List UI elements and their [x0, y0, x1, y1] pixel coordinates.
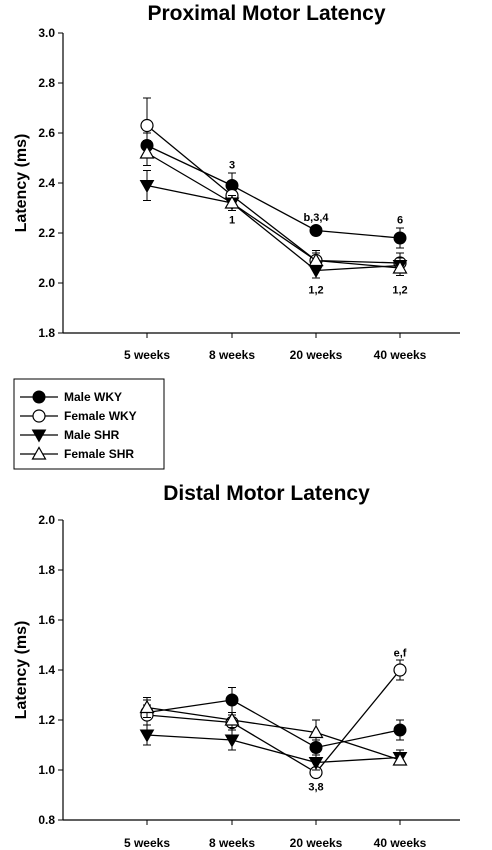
y-tick-label: 1.0: [38, 763, 55, 777]
data-point: [139, 145, 155, 159]
data-point: [393, 723, 407, 737]
y-tick-label: 1.8: [38, 563, 55, 577]
legend-marker: [32, 409, 46, 423]
data-point: [139, 699, 155, 714]
legend-marker: [31, 446, 47, 460]
legend-label: Female WKY: [64, 409, 137, 423]
y-tick-label: 3.0: [38, 26, 55, 40]
y-axis-label: Latency (ms): [13, 621, 30, 720]
x-tick-label: 20 weeks: [290, 348, 343, 362]
chart-title: Distal Motor Latency: [163, 482, 370, 505]
y-tick-label: 2.2: [38, 226, 55, 240]
data-point: [309, 224, 323, 237]
series-line: [146, 184, 401, 272]
y-tick-label: 1.8: [38, 326, 55, 340]
data-point: [140, 118, 154, 133]
y-tick-label: 2.8: [38, 76, 55, 90]
data-point: [225, 693, 239, 707]
series-female-wky: [140, 97, 407, 274]
annotation: 1,2: [308, 284, 323, 296]
y-tick-label: 2.6: [38, 126, 55, 140]
series-line: [146, 706, 401, 761]
data-point: [139, 729, 155, 743]
data-point: [308, 757, 324, 771]
data-point: [139, 180, 155, 194]
series-male-wky: [140, 687, 407, 756]
annotation: 1: [229, 214, 235, 226]
legend: Male WKY Female WKY Male SHR Female SHR: [13, 378, 165, 470]
x-tick-label: 40 weeks: [374, 348, 427, 362]
legend-marker: [32, 390, 46, 404]
data-point: [224, 712, 240, 726]
data-point: [392, 260, 408, 274]
y-tick-label: 0.8: [38, 813, 55, 827]
series-line: [146, 152, 401, 269]
annotation: 1,2: [392, 284, 407, 296]
y-axis-label: Latency (ms): [13, 134, 30, 233]
x-tick-label: 8 weeks: [209, 348, 255, 362]
series-female-shr: [139, 697, 408, 766]
y-tick-label: 2.4: [38, 176, 55, 190]
distal-latency-chart: Distal Motor Latency Latency (ms) 0.8 1.0 1.…: [13, 482, 460, 850]
chart-title: Proximal Motor Latency: [147, 2, 385, 25]
legend-label: Male SHR: [64, 428, 120, 442]
annotation: 6: [397, 214, 403, 226]
data-point: [224, 195, 240, 209]
annotation: e,f: [394, 648, 407, 660]
x-tick-label: 40 weeks: [374, 836, 427, 850]
x-tick-label: 8 weeks: [209, 836, 255, 850]
series-line: [146, 144, 401, 239]
series-female-wky: [140, 659, 407, 780]
y-tick-label: 1.6: [38, 613, 55, 627]
series-female-shr: [139, 140, 408, 276]
y-tick-label: 1.4: [38, 663, 55, 677]
x-tick-label: 5 weeks: [124, 836, 170, 850]
annotation: 3: [229, 159, 235, 171]
data-point: [308, 724, 324, 739]
y-tick-label: 1.2: [38, 713, 55, 727]
legend-label: Female SHR: [64, 447, 134, 461]
data-point: [393, 663, 407, 677]
y-tick-label: 2.0: [38, 276, 55, 290]
x-tick-label: 5 weeks: [124, 348, 170, 362]
annotation: 3,8: [308, 781, 323, 793]
data-point: [308, 252, 324, 267]
series-line: [146, 669, 401, 774]
y-tick-label: 2.0: [38, 513, 55, 527]
proximal-latency-chart: Proximal Motor Latency Latency (ms) 1.8 2.0…: [13, 2, 460, 362]
x-tick-label: 20 weeks: [290, 836, 343, 850]
data-point: [392, 752, 408, 766]
data-point: [224, 734, 240, 748]
data-point: [393, 231, 407, 245]
series-line: [146, 734, 401, 764]
annotation: b,3,4: [303, 212, 329, 224]
series-line: [146, 699, 401, 749]
legend-marker: [31, 429, 47, 443]
series-line: [146, 124, 401, 264]
legend-label: Male WKY: [64, 390, 122, 404]
